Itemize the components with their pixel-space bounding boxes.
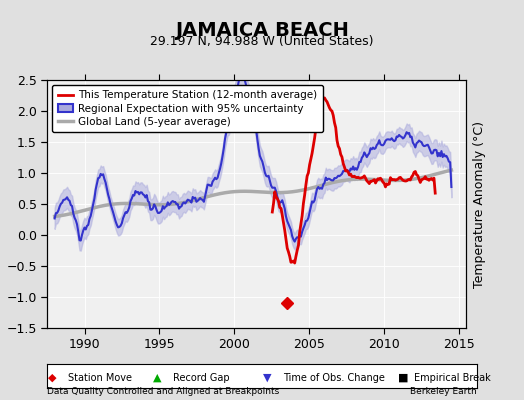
Legend: This Temperature Station (12-month average), Regional Expectation with 95% uncer: This Temperature Station (12-month avera… xyxy=(52,85,323,132)
Text: Data Quality Controlled and Aligned at Breakpoints: Data Quality Controlled and Aligned at B… xyxy=(47,387,279,396)
Text: JAMAICA BEACH: JAMAICA BEACH xyxy=(175,20,349,40)
Text: ■: ■ xyxy=(398,373,409,383)
Text: Time of Obs. Change: Time of Obs. Change xyxy=(283,373,385,383)
Text: Berkeley Earth: Berkeley Earth xyxy=(410,387,477,396)
Text: ▲: ▲ xyxy=(153,373,161,383)
Text: ▼: ▼ xyxy=(263,373,271,383)
Text: ◆: ◆ xyxy=(48,373,57,383)
Text: Record Gap: Record Gap xyxy=(173,373,230,383)
Text: Station Move: Station Move xyxy=(68,373,132,383)
Text: 29.197 N, 94.988 W (United States): 29.197 N, 94.988 W (United States) xyxy=(150,36,374,48)
Y-axis label: Temperature Anomaly (°C): Temperature Anomaly (°C) xyxy=(473,120,486,288)
Text: Empirical Break: Empirical Break xyxy=(414,373,490,383)
